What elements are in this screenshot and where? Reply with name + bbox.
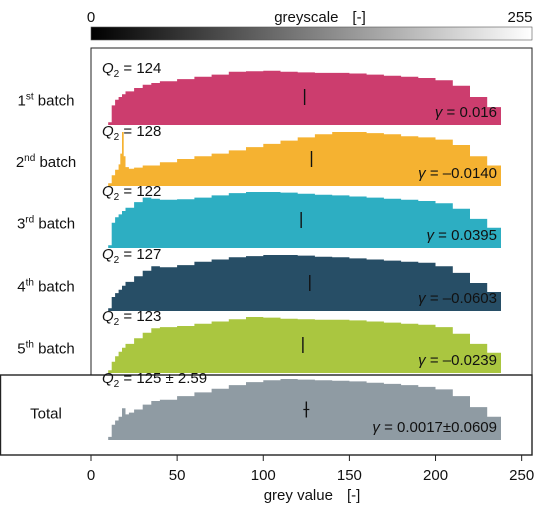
histogram-area-4	[108, 255, 501, 311]
q2-label-2: Q2 = 128	[102, 123, 161, 143]
panel-4: Q2 = 127 γ = –0.0603 4th batch	[17, 246, 501, 311]
x-tick-label: 150	[337, 467, 362, 484]
gamma-label-4: γ = –0.0603	[418, 290, 497, 307]
histogram-area-5	[108, 317, 501, 373]
histogram-panels: Q2 = 124 γ = 0.016 1st batch Q2 = 128 γ = –0…	[16, 60, 501, 440]
colorbar-max-label: 255	[507, 9, 532, 26]
colorbar-min-label: 0	[87, 9, 95, 26]
gamma-label-1: γ = 0.016	[435, 104, 497, 121]
panel-3: Q2 = 122 γ = 0.0395 3rd batch	[17, 183, 501, 248]
panel-1: Q2 = 124 γ = 0.016 1st batch	[18, 60, 501, 125]
batch-label-1: 1st batch	[18, 91, 75, 109]
x-tick-label: 50	[169, 467, 186, 484]
q2-label-6: Q2 = 125 ± 2.59	[102, 370, 207, 390]
greyscale-colorbar: 0 255 greyscale [-]	[87, 9, 533, 41]
batch-label-6: Total	[30, 406, 62, 423]
colorbar-unit: [-]	[352, 9, 365, 26]
gamma-label-3: γ = 0.0395	[427, 227, 497, 244]
colorbar-gradient	[90, 26, 533, 41]
total-panel-frame	[0, 374, 533, 456]
colorbar-label: greyscale	[274, 9, 338, 26]
histogram-area-2	[108, 132, 501, 186]
q2-label-3: Q2 = 122	[102, 183, 161, 203]
panel-6: Q2 = 125 ± 2.59 γ = 0.0017±0.0609 Total	[30, 370, 501, 440]
batch-label-4: 4th batch	[17, 277, 75, 295]
panel-2: Q2 = 128 γ = –0.0140 2nd batch	[16, 123, 501, 186]
q2-label-4: Q2 = 127	[102, 246, 161, 266]
batch-label-2: 2nd batch	[16, 153, 76, 171]
q2-label-1: Q2 = 124	[102, 60, 161, 80]
gamma-label-6: γ = 0.0017±0.0609	[372, 419, 497, 436]
q2-label-5: Q2 = 123	[102, 308, 161, 328]
x-axis-unit: [-]	[347, 487, 360, 504]
panel-5: Q2 = 123 γ = –0.0239 5th batch	[17, 308, 501, 373]
histogram-area-3	[108, 192, 501, 248]
gamma-label-5: γ = –0.0239	[418, 352, 497, 369]
gamma-label-2: γ = –0.0140	[418, 165, 497, 182]
x-tick-label: 0	[87, 467, 95, 484]
colorbar-title: greyscale [-]	[274, 9, 366, 26]
batch-label-3: 3rd batch	[17, 214, 75, 232]
x-tick-label: 250	[509, 467, 534, 484]
x-tick-label: 100	[251, 467, 276, 484]
batch-label-5: 5th batch	[17, 339, 75, 357]
x-tick-label: 200	[423, 467, 448, 484]
x-axis-label: grey value	[264, 487, 333, 504]
x-axis-title: grey value [-]	[264, 487, 361, 504]
x-axis: 0 50 100 150 200 250	[87, 455, 534, 484]
